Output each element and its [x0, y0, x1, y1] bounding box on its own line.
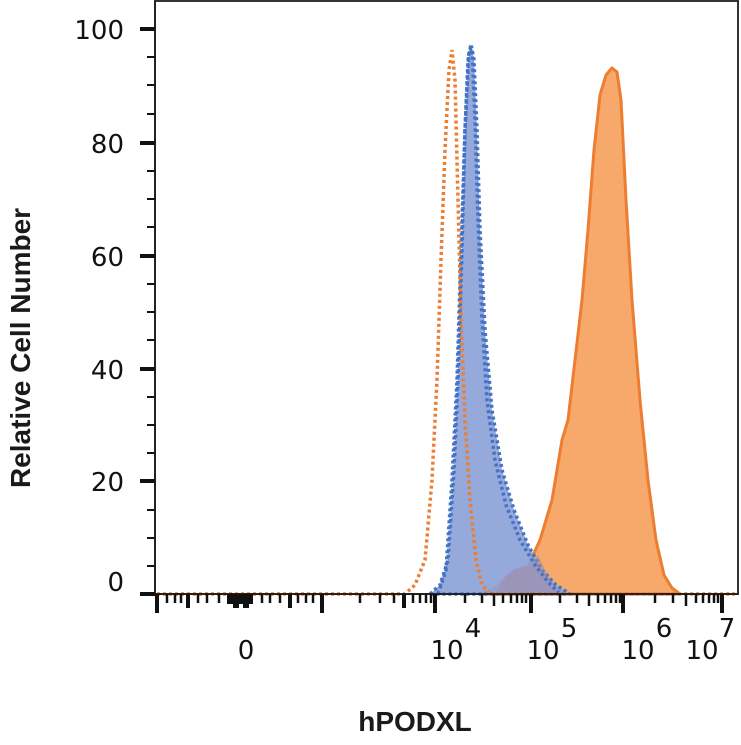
y-axis-title: Relative Cell Number	[5, 208, 36, 488]
x-tick-label-1e6-base: 10	[621, 636, 654, 666]
y-tick-label-80: 80	[91, 130, 124, 160]
x-axis-title: hPODXL	[358, 706, 472, 737]
y-tick-label-0: 0	[107, 568, 124, 598]
y-tick-label-100: 100	[74, 16, 124, 46]
x-tick-label-0: 0	[238, 636, 255, 666]
x-tick-label-1e7-exp: 7	[719, 614, 736, 644]
y-minor-ticks	[147, 56, 155, 567]
y-tick-label-40: 40	[91, 356, 124, 386]
x-minor-ticks	[165, 594, 720, 606]
x-tick-label-1e4-base: 10	[430, 636, 463, 666]
y-tick-label-60: 60	[91, 243, 124, 273]
series-control-blue-inner-dotted	[436, 44, 562, 596]
x-tick-label-1e6-exp: 6	[656, 614, 673, 644]
y-tick-label-20: 20	[91, 468, 124, 498]
x-tick-label-1e4-exp: 4	[465, 614, 482, 644]
x-major-ticks	[155, 594, 724, 613]
series-isotype-orange-dotted	[157, 49, 735, 596]
y-major-ticks	[140, 27, 155, 596]
overlap-region	[495, 555, 560, 594]
x-tick-label-1e7-base: 10	[685, 636, 718, 666]
x-zero-cluster-ticks	[227, 594, 253, 608]
x-tick-label-1e5-exp: 5	[561, 614, 578, 644]
x-tick-label-1e5-base: 10	[526, 636, 559, 666]
